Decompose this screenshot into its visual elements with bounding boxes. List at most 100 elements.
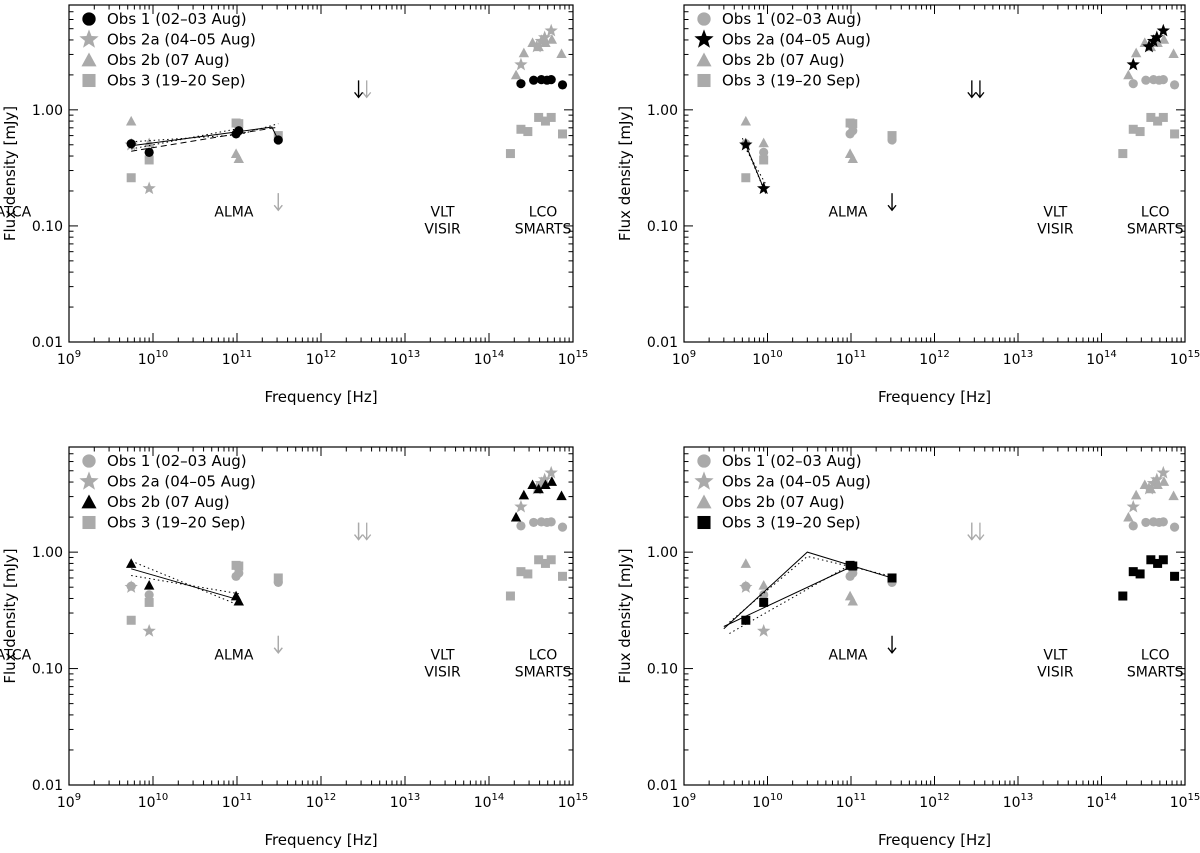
fit-line: [131, 560, 239, 606]
data-point: [848, 126, 858, 136]
data-point: [1150, 472, 1164, 486]
legend-marker: [697, 12, 711, 26]
data-point: [1128, 124, 1138, 134]
data-point: [1139, 479, 1150, 490]
data-point: [1153, 116, 1163, 126]
x-tick-label-exp: 9: [75, 349, 81, 360]
x-tick-label-exp: 13: [1021, 349, 1034, 360]
data-point: [1118, 149, 1128, 159]
x-tick-label-base: 10: [919, 795, 937, 811]
data-point: [540, 479, 551, 490]
upper-limit-arrow: [354, 522, 364, 541]
fit-line: [131, 575, 239, 595]
data-point: [516, 567, 526, 577]
data-point: [741, 615, 751, 625]
arrow-head: [887, 204, 897, 212]
y-tick-label: 1.00: [647, 103, 678, 119]
data-point: [144, 597, 154, 607]
x-axis-title: Frequency [Hz]: [878, 831, 991, 849]
series-triangle: [125, 476, 567, 606]
data-point: [759, 597, 769, 607]
x-tick-label-exp: 15: [576, 349, 589, 360]
data-point: [1153, 558, 1163, 568]
data-point: [540, 558, 550, 568]
y-tick-label: 0.10: [647, 662, 678, 678]
data-point: [126, 139, 136, 149]
data-point: [516, 521, 526, 531]
data-point: [126, 173, 136, 183]
legend: Obs 1 (02–03 Aug) Obs 2a (04–05 Aug) Obs 2…: [79, 10, 256, 90]
x-tick-label-base: 10: [306, 795, 324, 811]
x-tick-label-base: 10: [558, 795, 576, 811]
series-circle: [126, 75, 568, 157]
y-axis-title: Flux density [mJy]: [616, 548, 634, 683]
upper-limit-arrow: [967, 80, 977, 99]
series-triangle: [125, 34, 567, 164]
legend-label: Obs 1 (02–03 Aug): [722, 10, 862, 28]
x-tick-label-base: 10: [1170, 352, 1188, 368]
legend: Obs 1 (02–03 Aug) Obs 2a (04–05 Aug) Obs 2…: [694, 452, 871, 532]
x-tick-label-base: 10: [57, 352, 75, 368]
data-point: [1169, 522, 1180, 532]
data-point: [125, 558, 137, 568]
x-tick-label: 1010: [752, 349, 783, 368]
data-point: [546, 517, 556, 527]
data-point: [546, 555, 556, 565]
x-tick-label-exp: 12: [937, 792, 950, 803]
data-point: [534, 112, 544, 122]
data-point: [125, 115, 137, 126]
arrow-head: [967, 91, 977, 99]
legend-label: Obs 2b (07 Aug): [107, 493, 230, 511]
data-point: [740, 558, 752, 568]
legend-marker: [82, 515, 96, 530]
x-axis-title: Frequency [Hz]: [878, 388, 991, 406]
instrument-label: LCO: [1141, 647, 1170, 663]
data-point: [848, 568, 858, 578]
data-point: [1130, 47, 1142, 58]
legend-marker: [81, 52, 97, 67]
instrument-label: VISIR: [424, 222, 461, 238]
legend-label: Obs 3 (19–20 Sep): [722, 72, 861, 90]
data-point: [1168, 490, 1179, 501]
data-point: [510, 511, 522, 522]
data-point: [1150, 30, 1164, 44]
legend-marker: [82, 454, 96, 468]
legend-label: Obs 1 (02–03 Aug): [107, 452, 247, 470]
instrument-label: ALMA: [214, 647, 253, 663]
data-point: [1158, 75, 1168, 85]
x-tick-label: 1013: [1003, 349, 1034, 368]
data-point: [847, 153, 858, 164]
data-point: [757, 624, 771, 637]
x-tick-label-exp: 12: [937, 349, 950, 360]
legend-label: Obs 3 (19–20 Sep): [107, 72, 246, 90]
instrument-label: LCO: [529, 205, 558, 221]
x-tick-label-base: 10: [1170, 795, 1188, 811]
data-point: [1126, 499, 1140, 513]
instrument-label: ATCA: [0, 647, 32, 663]
data-point: [1158, 555, 1168, 565]
arrow-head: [354, 534, 364, 541]
x-tick-label: 1012: [919, 349, 950, 368]
data-point: [533, 483, 544, 494]
series-square: [126, 112, 568, 212]
y-tick-label: 0.01: [32, 335, 63, 351]
data-point: [142, 181, 156, 195]
legend-marker: [694, 29, 714, 48]
x-tick-label-base: 10: [919, 352, 937, 368]
x-tick-label-exp: 13: [1021, 792, 1034, 803]
data-point: [538, 472, 552, 486]
panel-top-right: 109 1010 1011 1012 1013 1014 10150.010.101.00F…: [0, 4, 1200, 406]
x-tick-label-exp: 11: [240, 349, 253, 360]
x-tick-label-base: 10: [836, 352, 854, 368]
x-tick-label: 1011: [222, 792, 253, 811]
data-point: [546, 75, 556, 85]
y-tick-label: 1.00: [32, 103, 63, 119]
legend-marker: [697, 515, 711, 530]
fit-line: [131, 126, 279, 152]
data-point: [1152, 479, 1163, 490]
x-axis-title: Frequency [Hz]: [264, 831, 377, 849]
data-point: [534, 555, 544, 565]
data-point: [516, 124, 526, 134]
legend-label: Obs 2a (04–05 Aug): [107, 31, 256, 49]
instrument-label: VISIR: [1037, 222, 1074, 238]
